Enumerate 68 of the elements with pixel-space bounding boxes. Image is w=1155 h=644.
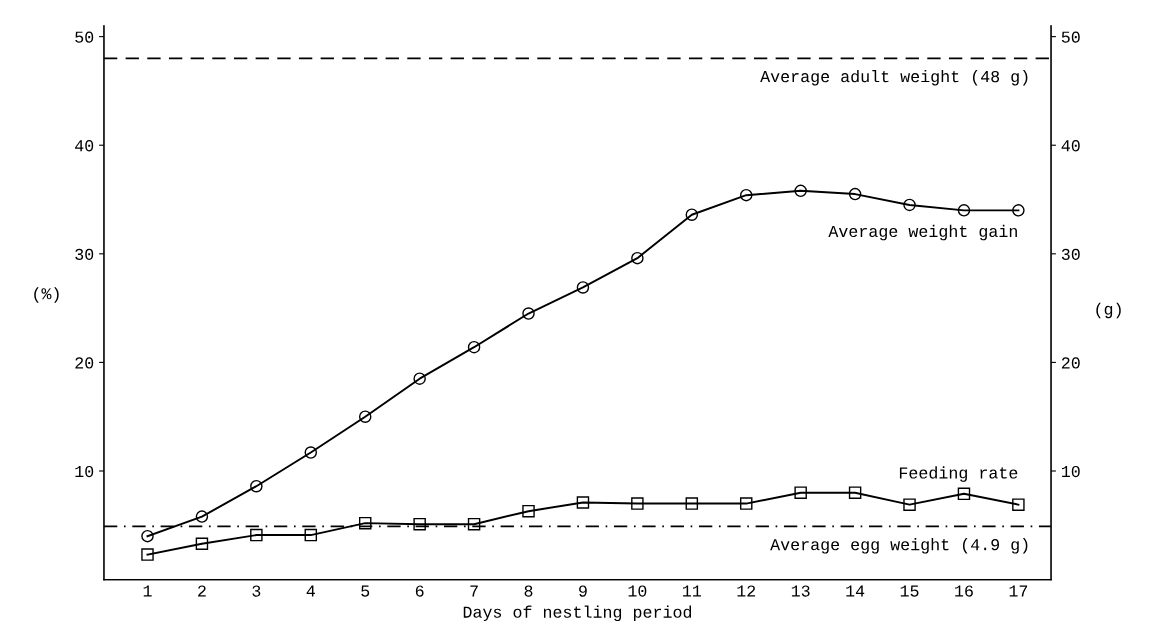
x-tick-label: 9 (579, 585, 587, 597)
point (1012, 498, 1025, 511)
x-tick-label: 13 (791, 585, 810, 597)
x-tick-label: 3 (252, 585, 261, 597)
x-tick-label: 2 (198, 585, 206, 597)
x-tick-label: 15 (900, 585, 919, 597)
point (848, 486, 862, 499)
point (141, 548, 154, 561)
y-tick-label: 40 (75, 140, 94, 152)
y-axis-title: (%) (34, 287, 59, 303)
y2-axis-title: (g) (1096, 302, 1121, 319)
point (794, 486, 807, 499)
point (467, 340, 481, 354)
y-tick-label: 30 (75, 248, 94, 261)
point (957, 487, 971, 501)
x-tick-label: 4 (306, 585, 315, 597)
y-tick-label: 20 (75, 357, 94, 369)
point (467, 517, 481, 531)
x-tick-label: 5 (361, 585, 370, 597)
x-tick-label: 1 (143, 585, 152, 597)
point (195, 510, 209, 523)
point (358, 516, 372, 530)
point (685, 497, 699, 510)
point (250, 528, 263, 542)
point (903, 498, 916, 511)
x-tick-label: 16 (955, 585, 973, 597)
y2-tick-label: 40 (1061, 140, 1080, 152)
point (903, 198, 916, 212)
point (304, 528, 318, 542)
point (195, 537, 209, 551)
point (576, 496, 590, 509)
point (739, 188, 753, 202)
x-tick-label: 6 (415, 585, 424, 597)
ref-line-label: Average adult weight (48 g) (760, 70, 1028, 86)
x-tick-label: 8 (524, 585, 533, 597)
y-tick-label: 10 (75, 465, 94, 478)
point (576, 281, 590, 294)
x-tick-label: 11 (683, 585, 701, 597)
point (413, 372, 426, 385)
x-axis-title: Days of nestling period (463, 605, 692, 622)
series-label: Average weight gain (828, 224, 1017, 241)
x-tick-label: 7 (470, 585, 478, 597)
point (413, 517, 426, 531)
point (522, 307, 535, 320)
point (141, 529, 154, 543)
point (522, 504, 535, 518)
point (304, 446, 318, 459)
ref-line-label: Average egg weight (4.9 g) (770, 538, 1028, 554)
y2-tick-label: 30 (1061, 248, 1080, 261)
point (794, 184, 807, 198)
point (685, 208, 699, 221)
x-tick-label: 14 (846, 585, 865, 597)
point (1012, 204, 1025, 217)
y-tick-label: 50 (75, 31, 94, 43)
y2-tick-label: 50 (1061, 31, 1080, 43)
y2-tick-label: 20 (1061, 357, 1080, 369)
series-label: Feeding rate (899, 466, 1018, 482)
y2-tick-label: 10 (1061, 465, 1080, 478)
x-tick-label: 17 (1009, 585, 1028, 597)
x-tick-label: 10 (628, 585, 647, 597)
point (739, 497, 753, 510)
x-tick-label: 12 (737, 585, 756, 597)
point (358, 410, 372, 423)
point (631, 251, 644, 265)
point (631, 497, 644, 510)
point (250, 479, 263, 493)
point (848, 187, 862, 201)
point (957, 204, 971, 217)
